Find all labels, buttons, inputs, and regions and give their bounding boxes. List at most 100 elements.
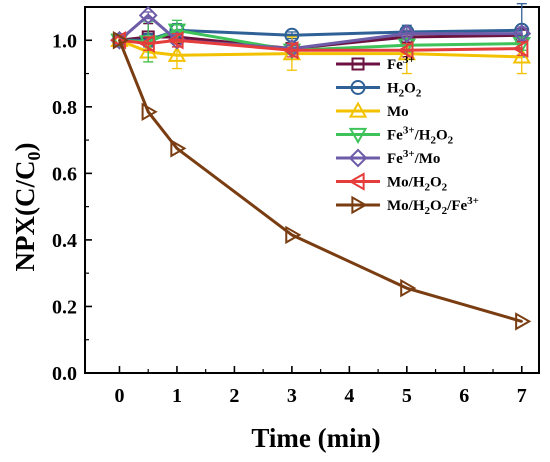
data-point-center: [290, 233, 294, 237]
legend-swatch-marker-center: [356, 62, 360, 66]
data-point-center: [175, 29, 179, 32]
data-point: [167, 45, 187, 62]
data-point: [138, 34, 155, 53]
legend-swatch-marker: [350, 80, 366, 95]
y-axis-label-subscript: 0: [24, 152, 44, 161]
legend-swatch-marker: [348, 127, 368, 145]
data-point: [167, 23, 187, 40]
data-point: [397, 24, 417, 44]
data-point-center: [405, 286, 409, 290]
y-axis-label: NPX(C/C0): [10, 143, 44, 272]
y-tick-label: 1.0: [52, 30, 77, 52]
data-point-center: [405, 49, 409, 52]
x-tick-label: 6: [459, 385, 469, 407]
data-point: [397, 41, 414, 60]
legend-swatch-marker: [348, 148, 368, 168]
legend-label-part: /Fe: [446, 198, 467, 214]
data-point-center: [520, 47, 523, 50]
data-point-center: [520, 55, 523, 59]
legend-label-part: 2: [416, 88, 422, 100]
plot-layer: 0 1 2 3 4 5 6 7 0.0 0.2 0.4 0.6 0.8 1.0: [52, 3, 540, 407]
legend-label-part: Mo: [387, 104, 409, 120]
data-point-center: [118, 39, 121, 42]
legend-swatch-marker-center: [356, 86, 360, 89]
data-point: [170, 139, 187, 158]
legend: Fe3+H2O2MoFe3+/H2O2Fe3+/MoMo/H2O2Mo/H2O2…: [336, 54, 479, 217]
data-point-center: [290, 34, 294, 37]
data-point-center: [175, 39, 179, 42]
legend-item-3: Fe3+/H2O2: [336, 125, 454, 147]
data-point: [282, 41, 299, 60]
y-tick-label: 0.0: [52, 363, 77, 385]
legend-label-part: H: [387, 81, 399, 97]
legend-label-part: 3+: [403, 148, 415, 160]
legend-item-4: Fe3+/Mo: [336, 148, 440, 168]
legend-label-part: 2: [425, 182, 431, 194]
series-6: [112, 31, 532, 331]
data-point: [167, 31, 184, 50]
legend-label-part: O: [436, 128, 448, 144]
legend-label-part: 2: [399, 88, 405, 100]
y-axis-label-close: ): [10, 143, 40, 152]
data-point: [138, 5, 158, 25]
legend-swatch-marker: [348, 101, 368, 118]
legend-label-part: 3+: [467, 195, 479, 207]
legend-item-0: Fe3+: [336, 54, 415, 73]
y-tick-label: 0.4: [52, 230, 77, 252]
legend-label-part: 2: [442, 182, 448, 194]
data-point-center: [147, 14, 150, 17]
data-point-center: [290, 49, 294, 52]
legend-label: Mo/H2O2: [387, 175, 448, 194]
x-tick-label: 5: [402, 385, 412, 407]
legend-label-part: 2: [442, 205, 448, 217]
legend-label-part: 3+: [403, 125, 415, 137]
legend-label-part: O: [430, 175, 442, 191]
legend-swatch-marker: [348, 172, 365, 191]
data-point: [400, 278, 417, 298]
y-tick-label: 0.6: [52, 163, 77, 185]
y-tick-label: 0.8: [52, 97, 77, 119]
x-tick-label: 3: [287, 385, 297, 407]
legend-swatch-marker: [351, 195, 368, 215]
y-tick-label: 0.2: [52, 296, 77, 318]
data-point: [397, 38, 417, 55]
x-tick-label: 4: [344, 385, 354, 407]
legend-item-2: Mo: [336, 101, 409, 120]
legend-label-part: Fe: [387, 151, 403, 167]
legend-label-part: 2: [430, 135, 436, 147]
legend-label: H2O2: [387, 81, 422, 100]
data-point-center: [147, 110, 150, 114]
data-point-center: [147, 42, 150, 45]
x-axis-label: Time (min): [251, 423, 380, 453]
legend-label-part: 2: [448, 135, 454, 147]
y-axis-label-main: NPX(C/C: [10, 161, 40, 272]
legend-label-part: Fe: [387, 57, 403, 73]
legend-label-part: 2: [425, 205, 431, 217]
legend-swatch-marker-center: [356, 180, 360, 183]
legend-item-6: Mo/H2O2/Fe3+: [336, 195, 479, 217]
data-point: [512, 39, 529, 58]
data-point-center: [175, 54, 179, 57]
x-tick-label: 1: [172, 385, 182, 407]
legend-label: Mo: [387, 104, 409, 120]
data-point-center: [520, 32, 523, 35]
data-point-center: [405, 32, 409, 35]
data-point: [285, 225, 302, 245]
x-tick-label: 2: [229, 385, 239, 407]
legend-swatch-marker-center: [356, 133, 360, 136]
legend-label: Fe3+/H2O2: [387, 125, 454, 147]
legend-label-part: O: [430, 198, 442, 214]
data-point: [515, 312, 532, 331]
legend-swatch-marker-center: [356, 203, 360, 207]
legend-label-part: Fe: [387, 128, 403, 144]
data-point: [112, 31, 129, 50]
data-point-center: [175, 147, 179, 150]
legend-label-part: O: [404, 81, 416, 97]
legend-label: Mo/H2O2/Fe3+: [387, 195, 479, 217]
legend-swatch-marker-center: [356, 109, 360, 113]
x-tick-label: 0: [114, 385, 124, 407]
legend-label: Fe3+/Mo: [387, 148, 440, 167]
legend-label-part: 3+: [403, 54, 415, 66]
